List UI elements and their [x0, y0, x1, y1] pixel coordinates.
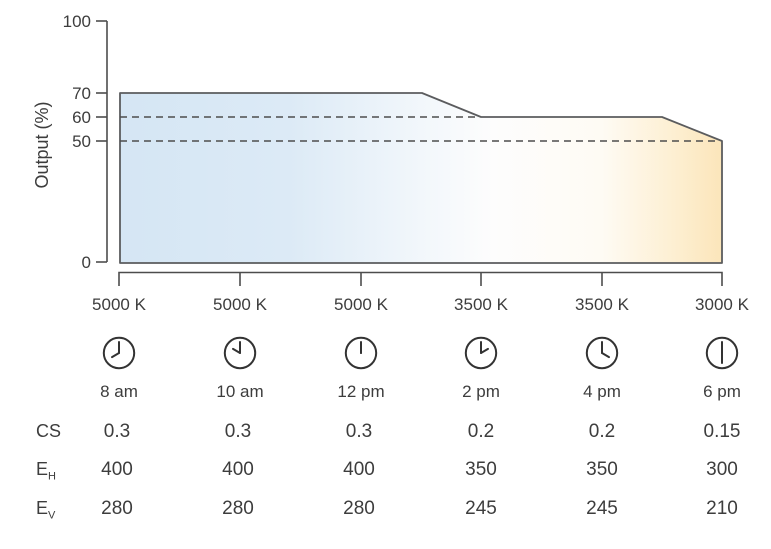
- time-label: 8 am: [100, 382, 138, 401]
- kelvin-label: 5000 K: [334, 295, 388, 314]
- row-label-cs: CS: [36, 421, 62, 441]
- eh-value: 350: [465, 459, 497, 480]
- clock-icon-8am: [102, 336, 136, 370]
- cs-value: 0.3: [103, 421, 131, 442]
- eh-value: 400: [222, 459, 254, 480]
- kelvin-label: 5000 K: [92, 295, 146, 314]
- ev-value: 210: [706, 498, 738, 519]
- y-tick-70: 70: [72, 84, 91, 103]
- time-label: 6 pm: [703, 382, 741, 401]
- x-axis-bracket: [118, 271, 723, 286]
- kelvin-label: 3500 K: [454, 295, 508, 314]
- row-label-eh: EH: [36, 459, 56, 483]
- kelvin-label: 5000 K: [213, 295, 267, 314]
- eh-value: 300: [706, 459, 738, 480]
- time-label: 4 pm: [583, 382, 621, 401]
- eh-value: 400: [101, 459, 133, 480]
- cs-value: 0.3: [345, 421, 373, 442]
- cs-value: 0.2: [588, 421, 616, 442]
- row-label-ev: EV: [36, 498, 56, 522]
- y-axis-title: Output (%): [32, 101, 52, 188]
- y-tick-50: 50: [72, 132, 91, 151]
- cs-value: 0.15: [703, 421, 741, 442]
- clock-icon-12pm: [344, 336, 378, 370]
- clock-icon-2pm: [464, 336, 498, 370]
- time-label: 10 am: [216, 382, 264, 401]
- kelvin-label: 3000 K: [695, 295, 749, 314]
- eh-value: 350: [586, 459, 618, 480]
- time-label: 2 pm: [462, 382, 500, 401]
- eh-value: 400: [343, 459, 375, 480]
- y-axis-ticks: [96, 20, 107, 263]
- y-tick-0: 0: [82, 253, 91, 272]
- ev-value: 280: [343, 498, 375, 519]
- clock-icon-4pm: [585, 336, 619, 370]
- ev-value: 245: [586, 498, 618, 519]
- output-area-chart: 100 70 60 50 0 Output (%): [32, 12, 723, 286]
- cs-value: 0.3: [224, 421, 252, 442]
- clock-icon-6pm: [705, 336, 739, 370]
- clock-icon-10am: [223, 336, 257, 370]
- ev-value: 280: [101, 498, 133, 519]
- time-label: 12 pm: [337, 382, 385, 401]
- y-tick-60: 60: [72, 108, 91, 127]
- kelvin-label: 3500 K: [575, 295, 629, 314]
- ev-value: 280: [222, 498, 254, 519]
- ev-value: 245: [465, 498, 497, 519]
- cs-value: 0.2: [467, 421, 495, 442]
- y-tick-100: 100: [63, 12, 91, 31]
- output-area-fill: [119, 92, 723, 264]
